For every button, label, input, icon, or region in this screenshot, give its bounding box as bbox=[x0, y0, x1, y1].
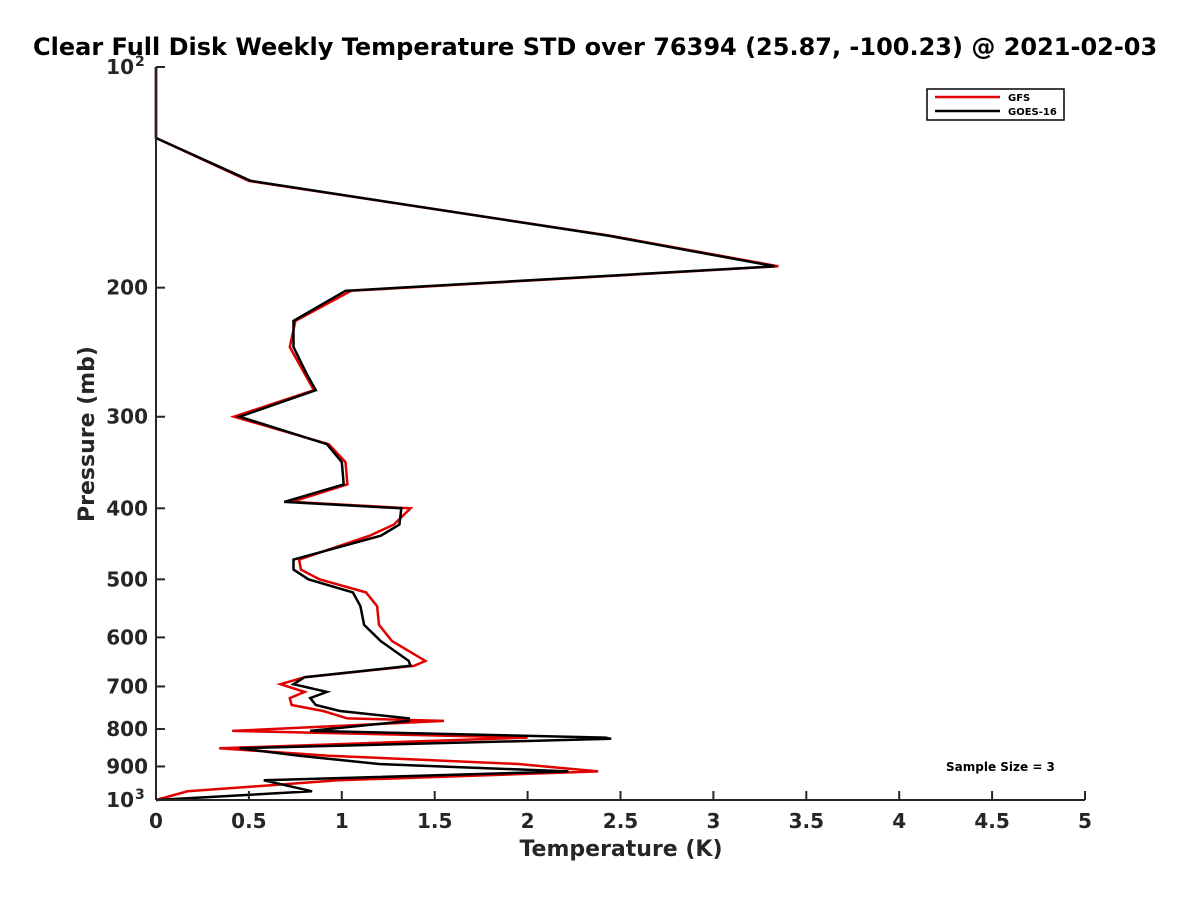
y-tick-label: 400 bbox=[106, 496, 148, 520]
y-tick-label: 10 bbox=[106, 55, 134, 79]
legend-box bbox=[926, 88, 1065, 121]
y-tick-label: 500 bbox=[106, 567, 148, 591]
series-line-gfs bbox=[154, 67, 779, 802]
x-tick-label: 2 bbox=[521, 809, 535, 833]
sample-size-annotation: Sample Size = 3 bbox=[946, 760, 1055, 774]
y-tick-label: 800 bbox=[106, 717, 148, 741]
x-tick-label: 0 bbox=[149, 809, 163, 833]
legend-label-gfs: GFS bbox=[1008, 93, 1030, 104]
y-tick-label: 900 bbox=[106, 754, 148, 778]
y-tick-exponent: 3 bbox=[135, 787, 145, 803]
x-tick-label: 5 bbox=[1078, 809, 1092, 833]
y-tick-label: 600 bbox=[106, 625, 148, 649]
legend: GFS GOES-16 bbox=[926, 88, 1065, 121]
x-tick-label: 2.5 bbox=[603, 809, 638, 833]
legend-label-goes16: GOES-16 bbox=[1008, 107, 1057, 118]
x-axis-label: Temperature (K) bbox=[519, 837, 722, 862]
y-tick-label: 300 bbox=[106, 405, 148, 429]
series-line-goes16 bbox=[154, 67, 775, 802]
tick-labels: 0 0.5 1 1.5 2 2.5 3 3.5 4 4.5 510 22003004005006007… bbox=[106, 54, 1092, 833]
x-tick-label: 3.5 bbox=[789, 809, 824, 833]
y-tick-label: 700 bbox=[106, 674, 148, 698]
chart-title: Clear Full Disk Weekly Temperature STD o… bbox=[33, 33, 1157, 61]
y-tick-label: 200 bbox=[106, 276, 148, 300]
x-tick-label: 1 bbox=[335, 809, 349, 833]
y-axis-label: Pressure (mb) bbox=[75, 346, 100, 522]
x-tick-label: 1.5 bbox=[417, 809, 452, 833]
y-tick-exponent: 2 bbox=[135, 54, 145, 70]
x-tick-label: 4 bbox=[892, 809, 906, 833]
y-tick-label: 10 bbox=[106, 788, 134, 812]
x-tick-label: 0.5 bbox=[231, 809, 266, 833]
x-tick-label: 3 bbox=[706, 809, 720, 833]
axes bbox=[155, 66, 1086, 801]
x-tick-label: 4.5 bbox=[974, 809, 1009, 833]
plot-area bbox=[154, 67, 779, 802]
